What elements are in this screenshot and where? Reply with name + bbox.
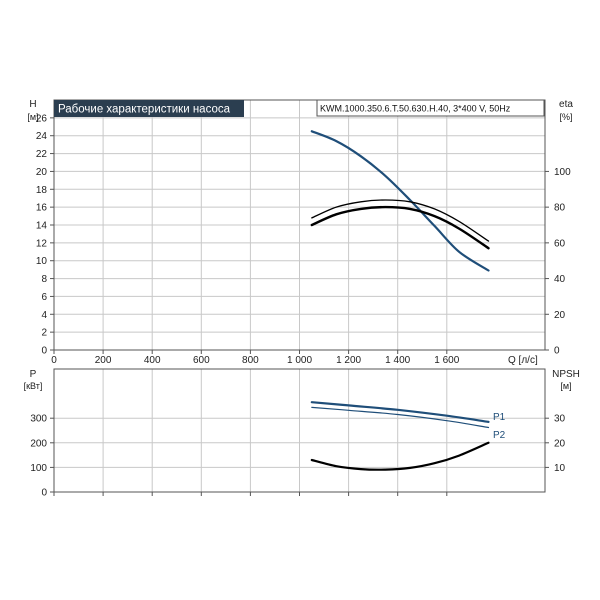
p-axis-unit: [кВт]: [24, 381, 43, 391]
y-left-tick-label: 6: [41, 292, 47, 303]
y-left-tick-label: 10: [36, 256, 48, 267]
x-tick-label: 1 400: [385, 355, 410, 366]
top-panel-series: [310, 130, 490, 272]
y-right-tick-label: 80: [554, 203, 566, 214]
tick-labels: 0 200 400 600 800 1 000 1 200 1 400 1 6000246810…: [30, 113, 571, 498]
series-label-p1: P1: [493, 412, 506, 423]
y-left-tick-label: 200: [30, 438, 47, 449]
y-left-tick-label: 4: [41, 310, 47, 321]
y-right-tick-label: 20: [554, 438, 566, 449]
h-axis-label: H: [29, 99, 36, 110]
npsh-axis-unit: [м]: [560, 381, 571, 391]
y-left-tick-label: 0: [41, 488, 47, 499]
y-left-tick-label: 300: [30, 414, 47, 425]
bottom-panel-grid: [54, 369, 545, 492]
y-left-tick-label: 8: [41, 274, 47, 285]
y-right-tick-label: 60: [554, 238, 566, 249]
y-right-tick-label: 0: [554, 346, 560, 357]
x-tick-label: 1 600: [434, 355, 459, 366]
x-tick-label: 200: [95, 355, 112, 366]
x-tick-label: 1 000: [287, 355, 312, 366]
p-axis-label: P: [30, 369, 37, 380]
y-left-tick-label: 24: [36, 131, 48, 142]
npsh-axis-label: NPSH: [552, 369, 580, 380]
series-label-p2: P2: [493, 430, 506, 441]
series-line-top-2: [310, 205, 490, 250]
y-left-tick-label: 16: [36, 203, 48, 214]
eta-axis-label: eta: [559, 99, 573, 110]
h-axis-unit: [м]: [27, 112, 38, 122]
eta-axis-unit: [%]: [559, 112, 572, 122]
y-right-tick-label: 10: [554, 463, 566, 474]
series-line-top-0: [310, 130, 490, 272]
x-tick-label: 1 200: [336, 355, 361, 366]
y-left-tick-label: 18: [36, 185, 48, 196]
title-badge-background: [54, 100, 244, 117]
series-line-bottom-2: [310, 441, 490, 471]
x-tick-label: 600: [193, 355, 210, 366]
y-right-tick-label: 100: [554, 167, 571, 178]
y-left-tick-label: 14: [36, 221, 48, 232]
y-left-tick-label: 22: [36, 149, 48, 160]
model-label-background: [316, 99, 545, 117]
top-panel-grid: [54, 100, 545, 350]
y-left-tick-label: 100: [30, 463, 47, 474]
y-left-tick-label: 12: [36, 238, 48, 249]
y-right-tick-label: 40: [554, 274, 566, 285]
series-line-top-1: [311, 199, 490, 242]
y-left-tick-label: 20: [36, 167, 48, 178]
y-left-tick-label: 0: [41, 346, 47, 357]
title-badge: Рабочие характеристики насоса: [58, 104, 231, 116]
x-tick-label: 0: [51, 355, 57, 366]
series-line-bottom-1: [311, 406, 490, 429]
q-axis-label: Q [л/с]: [508, 355, 538, 366]
x-tick-label: 800: [242, 355, 259, 366]
y-right-tick-label: 30: [554, 414, 566, 425]
bottom-panel-series: [310, 401, 490, 471]
x-tick-label: 400: [144, 355, 161, 366]
y-left-tick-label: 2: [41, 328, 47, 339]
series-line-bottom-0: [310, 401, 490, 423]
y-right-tick-label: 20: [554, 310, 566, 321]
model-label: KWM.1000.350.6.T.50.630.H.40, 3*400 V, 5…: [320, 104, 511, 114]
y-left-tick-label: 26: [36, 113, 48, 124]
